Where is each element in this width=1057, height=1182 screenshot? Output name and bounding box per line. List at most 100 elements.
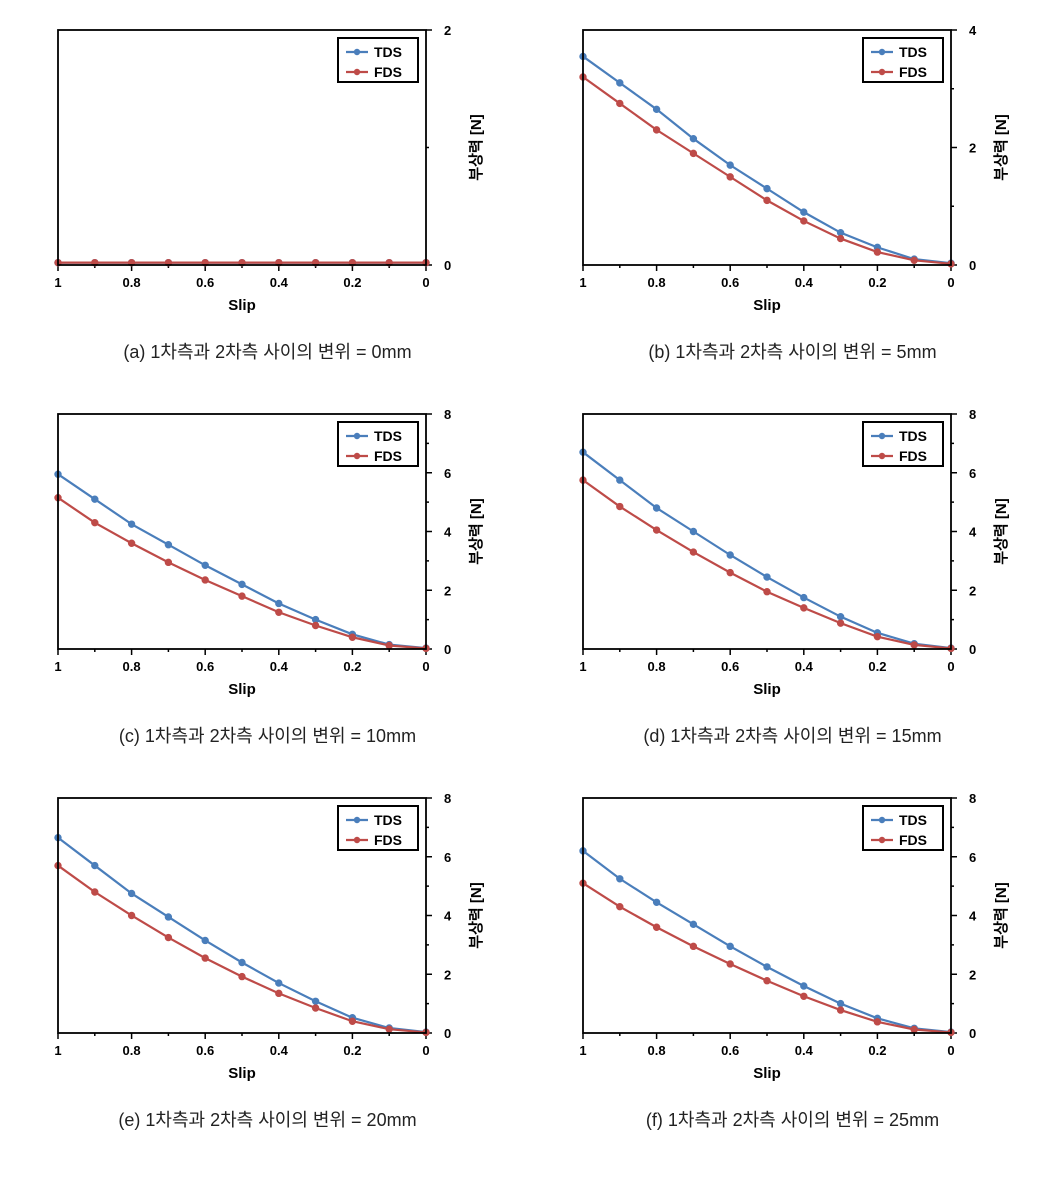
svg-text:0: 0 <box>444 1026 451 1041</box>
svg-text:TDS: TDS <box>899 44 927 60</box>
svg-text:4: 4 <box>444 909 452 924</box>
chart-b: 10.80.60.40.20024Slip부상력 [N]TDSFDS <box>563 20 1023 320</box>
svg-text:Slip: Slip <box>228 297 256 314</box>
svg-text:2: 2 <box>969 583 976 598</box>
svg-text:4: 4 <box>969 525 977 540</box>
caption-b: (b) 1차측과 2차측 사이의 변위 = 5mm <box>648 338 936 364</box>
svg-text:1: 1 <box>579 659 586 674</box>
svg-text:0.2: 0.2 <box>868 275 886 290</box>
svg-text:부상력 [N]: 부상력 [N] <box>992 882 1010 948</box>
svg-text:TDS: TDS <box>374 812 402 828</box>
svg-text:4: 4 <box>969 23 977 38</box>
svg-text:TDS: TDS <box>899 812 927 828</box>
svg-text:2: 2 <box>969 141 976 156</box>
svg-text:FDS: FDS <box>899 448 927 464</box>
svg-text:FDS: FDS <box>374 448 402 464</box>
svg-text:2: 2 <box>969 967 976 982</box>
svg-text:0.6: 0.6 <box>196 275 214 290</box>
svg-text:FDS: FDS <box>899 64 927 80</box>
svg-text:6: 6 <box>969 466 976 481</box>
svg-text:Slip: Slip <box>228 681 256 698</box>
svg-text:0: 0 <box>444 258 451 273</box>
svg-text:8: 8 <box>444 791 451 806</box>
svg-text:0: 0 <box>422 659 429 674</box>
cell-d: 10.80.60.40.2002468Slip부상력 [N]TDSFDS (d)… <box>545 404 1040 778</box>
svg-text:0.4: 0.4 <box>269 659 288 674</box>
svg-text:부상력 [N]: 부상력 [N] <box>467 882 485 948</box>
svg-text:6: 6 <box>444 850 451 865</box>
svg-text:부상력 [N]: 부상력 [N] <box>467 498 485 564</box>
chart-f: 10.80.60.40.2002468Slip부상력 [N]TDSFDS <box>563 788 1023 1088</box>
svg-text:0: 0 <box>422 1043 429 1058</box>
chart-d: 1 0.8 0.6 0.4 0.2 00 2 4 6 8 Slip 부상력 [N] TDS FDS <box>563 404 1023 704</box>
svg-text:2: 2 <box>444 967 451 982</box>
svg-text:2: 2 <box>444 23 451 38</box>
svg-text:8: 8 <box>969 791 976 806</box>
svg-text:0.8: 0.8 <box>647 1043 665 1058</box>
svg-text:0: 0 <box>444 642 451 657</box>
cell-f: 10.80.60.40.2002468Slip부상력 [N]TDSFDS (f)… <box>545 788 1040 1162</box>
cell-a: 10.80.60.40.2002Slip부상력 [N]TDSFDS (a) 1차… <box>20 20 515 394</box>
cell-c: 1 0.8 0.6 0.4 0.2 00 2 4 6 8 Slip 부상력 [N] TDS FDS (c)… <box>20 404 515 778</box>
charts-grid: 10.80.60.40.2002Slip부상력 [N]TDSFDS (a) 1차… <box>20 20 1040 1162</box>
svg-text:0: 0 <box>947 275 954 290</box>
svg-text:0.8: 0.8 <box>122 1043 140 1058</box>
svg-text:FDS: FDS <box>374 832 402 848</box>
svg-text:0.6: 0.6 <box>721 1043 739 1058</box>
svg-text:0.4: 0.4 <box>269 1043 288 1058</box>
caption-f: (f) 1차측과 2차측 사이의 변위 = 25mm <box>646 1106 939 1132</box>
svg-text:0.2: 0.2 <box>343 659 361 674</box>
caption-a: (a) 1차측과 2차측 사이의 변위 = 0mm <box>123 338 411 364</box>
caption-c: (c) 1차측과 2차측 사이의 변위 = 10mm <box>119 722 416 748</box>
svg-text:부상력 [N]: 부상력 [N] <box>992 114 1010 180</box>
svg-text:8: 8 <box>969 407 976 422</box>
svg-text:2: 2 <box>444 583 451 598</box>
svg-text:0.4: 0.4 <box>794 1043 813 1058</box>
svg-text:Slip: Slip <box>753 681 781 698</box>
svg-text:FDS: FDS <box>899 832 927 848</box>
svg-text:0.8: 0.8 <box>122 659 140 674</box>
svg-text:부상력 [N]: 부상력 [N] <box>992 498 1010 564</box>
svg-text:1: 1 <box>579 275 586 290</box>
svg-text:FDS: FDS <box>374 64 402 80</box>
svg-text:0.6: 0.6 <box>196 1043 214 1058</box>
svg-text:0: 0 <box>969 258 976 273</box>
svg-text:4: 4 <box>969 909 977 924</box>
svg-text:0: 0 <box>422 275 429 290</box>
svg-text:TDS: TDS <box>899 428 927 444</box>
svg-text:Slip: Slip <box>228 1065 256 1082</box>
svg-text:0.8: 0.8 <box>122 275 140 290</box>
svg-text:0.2: 0.2 <box>868 659 886 674</box>
svg-text:0.4: 0.4 <box>269 275 288 290</box>
svg-text:0.6: 0.6 <box>721 275 739 290</box>
svg-text:0: 0 <box>947 1043 954 1058</box>
svg-text:0: 0 <box>969 1026 976 1041</box>
svg-text:8: 8 <box>444 407 451 422</box>
caption-e: (e) 1차측과 2차측 사이의 변위 = 20mm <box>118 1106 416 1132</box>
svg-text:4: 4 <box>444 525 452 540</box>
chart-e: 1 0.8 0.6 0.4 0.2 00 2 4 6 8 Slip 부상력 [N] TDS FDS <box>38 788 498 1088</box>
svg-text:0.6: 0.6 <box>196 659 214 674</box>
cell-e: 1 0.8 0.6 0.4 0.2 00 2 4 6 8 Slip 부상력 [N] TDS FDS (e)… <box>20 788 515 1162</box>
svg-text:1: 1 <box>54 1043 61 1058</box>
chart-a: 10.80.60.40.2002Slip부상력 [N]TDSFDS <box>38 20 498 320</box>
svg-text:0.2: 0.2 <box>343 1043 361 1058</box>
svg-text:0.2: 0.2 <box>868 1043 886 1058</box>
svg-text:1: 1 <box>54 275 61 290</box>
svg-text:0.4: 0.4 <box>794 275 813 290</box>
svg-text:0: 0 <box>947 659 954 674</box>
svg-text:0.4: 0.4 <box>794 659 813 674</box>
svg-text:부상력 [N]: 부상력 [N] <box>467 114 485 180</box>
svg-text:TDS: TDS <box>374 428 402 444</box>
svg-text:0.8: 0.8 <box>647 659 665 674</box>
svg-text:6: 6 <box>444 466 451 481</box>
svg-text:0.6: 0.6 <box>721 659 739 674</box>
cell-b: 10.80.60.40.20024Slip부상력 [N]TDSFDS (b) 1… <box>545 20 1040 394</box>
chart-c: 1 0.8 0.6 0.4 0.2 00 2 4 6 8 Slip 부상력 [N] TDS FDS <box>38 404 498 704</box>
svg-text:0.2: 0.2 <box>343 275 361 290</box>
svg-text:Slip: Slip <box>753 297 781 314</box>
svg-text:1: 1 <box>579 1043 586 1058</box>
svg-text:1: 1 <box>54 659 61 674</box>
svg-text:0: 0 <box>969 642 976 657</box>
svg-text:6: 6 <box>969 850 976 865</box>
